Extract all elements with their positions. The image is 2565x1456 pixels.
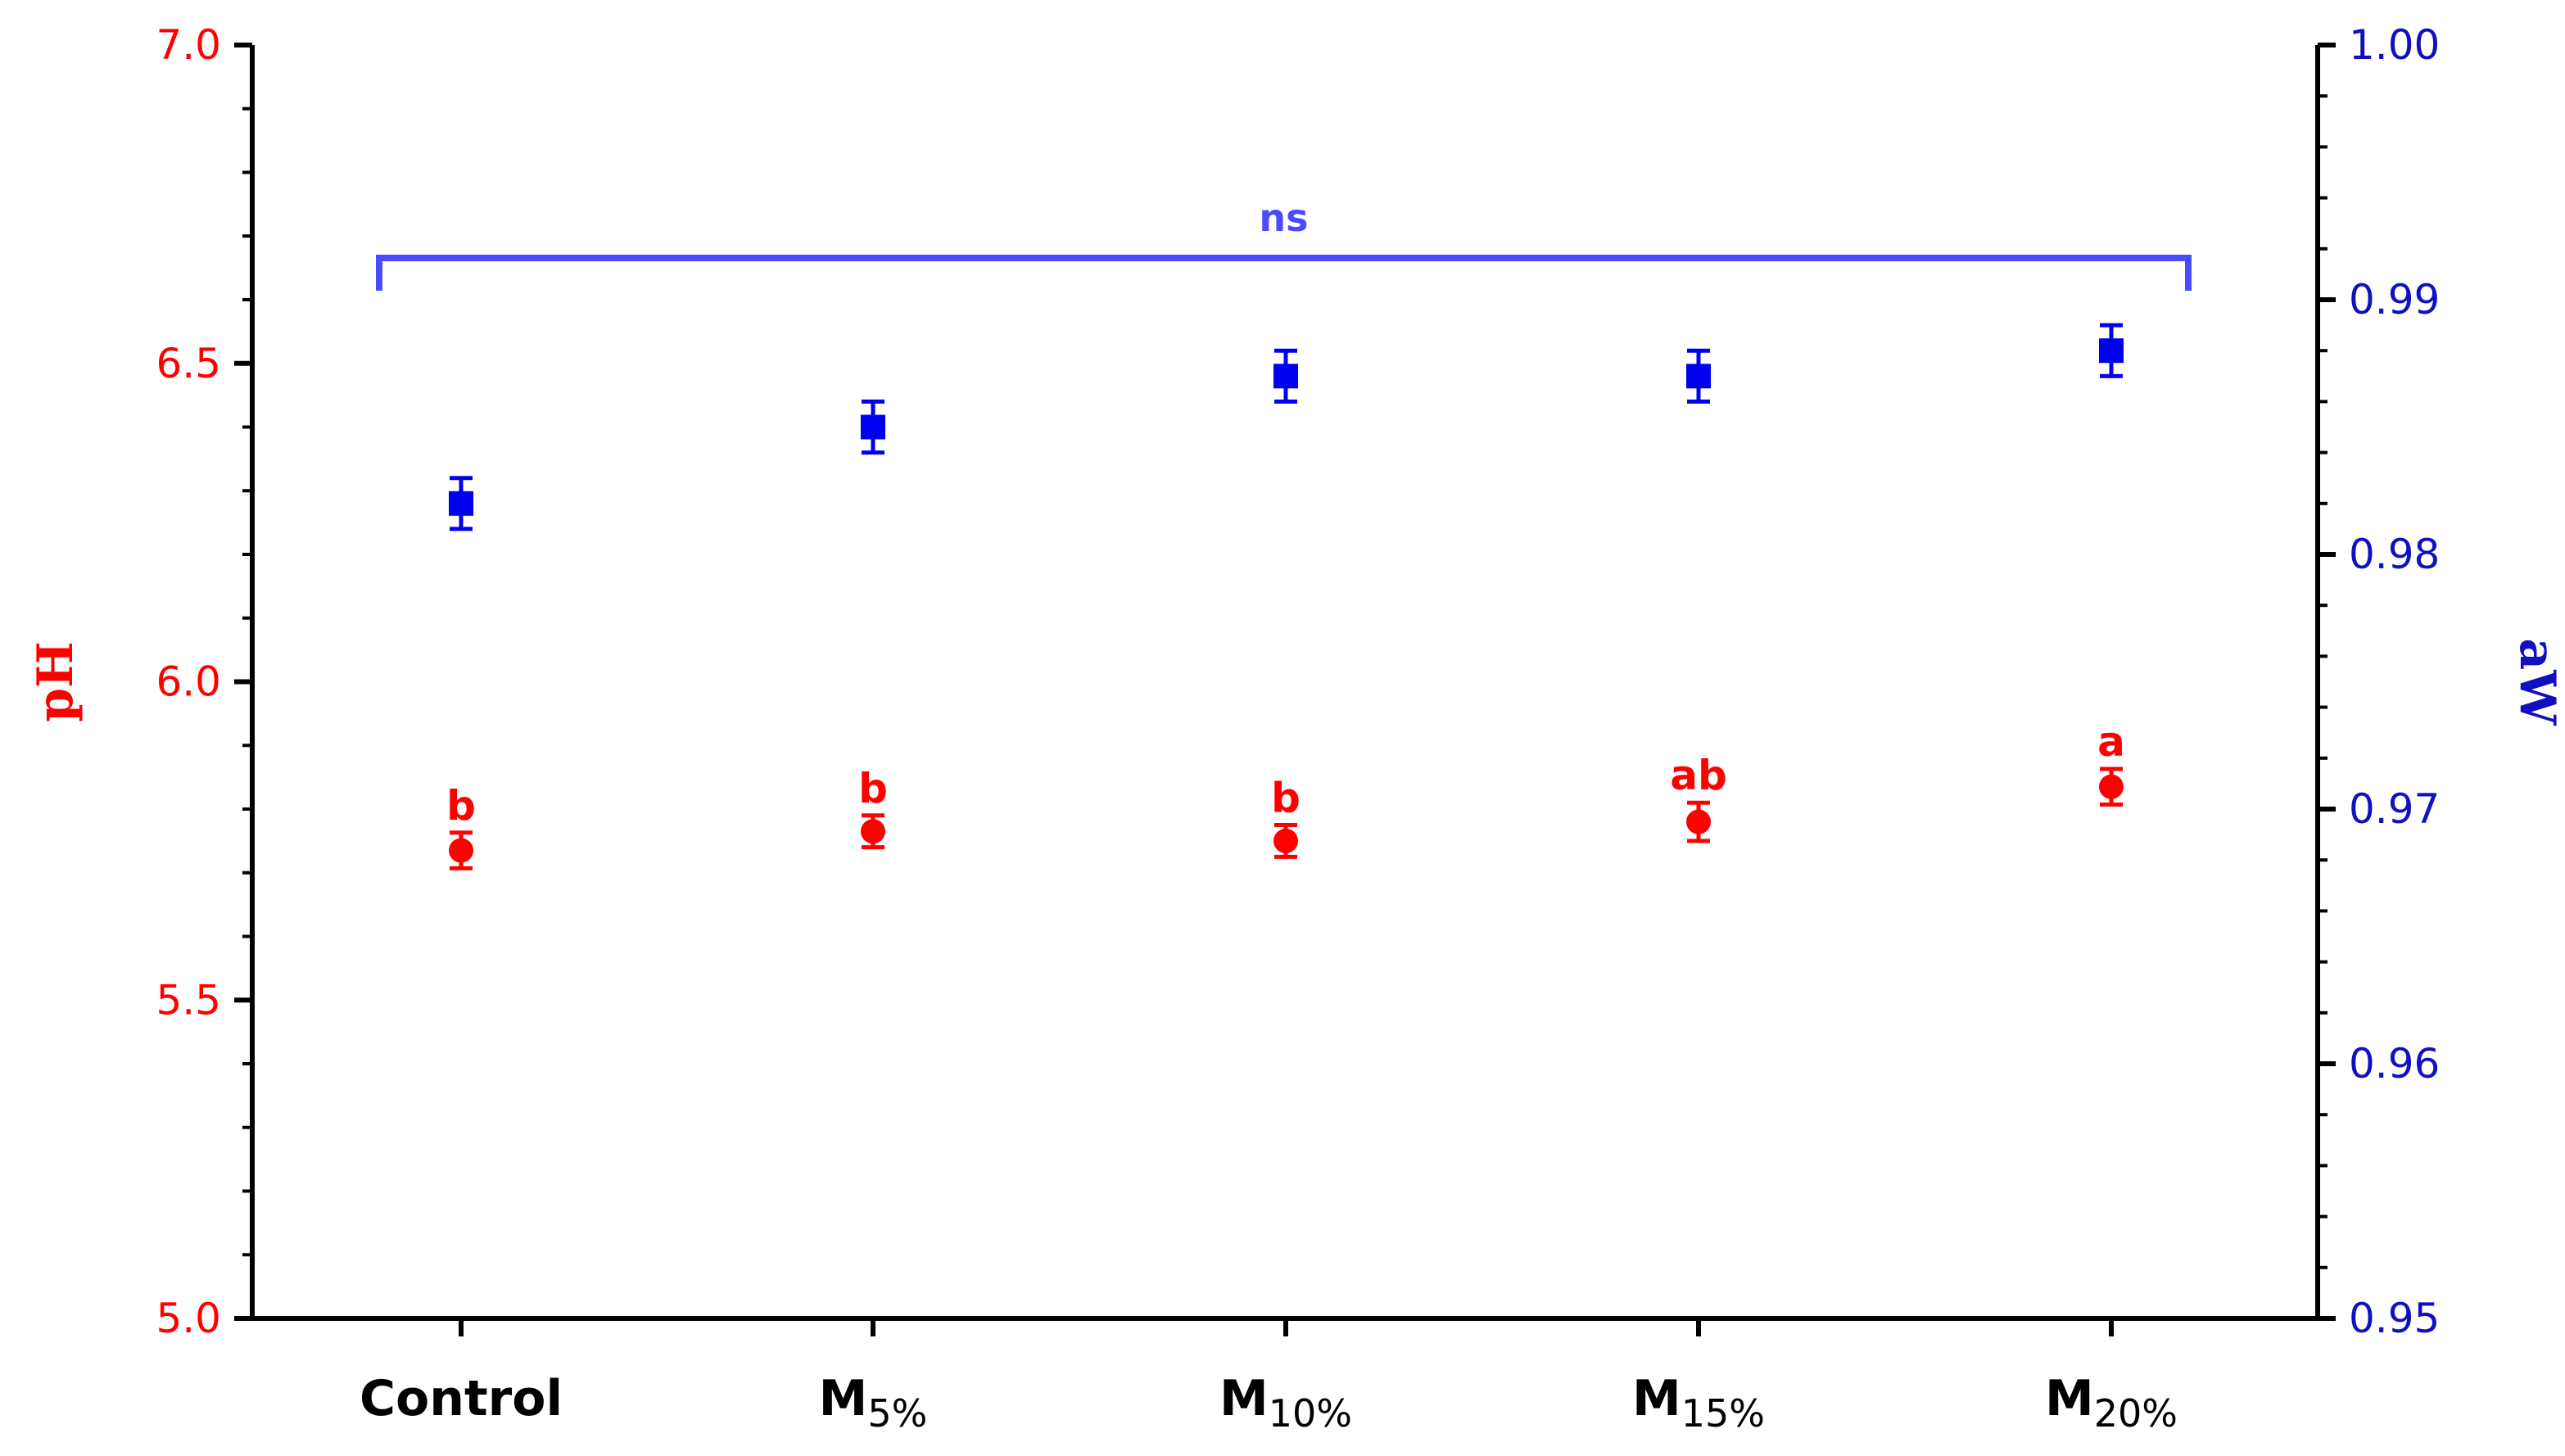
right-tick-label: 1.00 [2349,21,2440,69]
marks-layer [376,255,2192,870]
ph-point [449,838,473,863]
left-tick-label: 6.5 [156,340,221,387]
x-tick-label: M5% [819,1370,928,1436]
ns-bracket [376,255,2192,291]
right-axis-title: aW [2508,638,2565,726]
axes-layer [234,43,2336,1336]
aw-point [861,414,885,440]
ns-label: ns [1259,196,1308,240]
aw-point [449,491,473,516]
x-tick-label: M10% [1219,1370,1352,1436]
left-tick-label: 5.5 [156,976,221,1024]
ph-point [1273,828,1298,853]
ph-point [1686,809,1711,834]
left-tick-label: 7.0 [156,21,221,69]
right-tick-label: 0.98 [2349,531,2440,578]
aw-point [2099,338,2124,364]
aw-point [1686,364,1711,389]
right-tick-label: 0.96 [2349,1040,2440,1087]
significance-label: ab [1670,752,1727,799]
significance-label: b [446,782,476,830]
text-layer: 5.0 5.5 6.0 6.5 7.0 0.95 0.96 0.97 0.98 0.99 1.00 C… [27,21,2565,1436]
right-tick-label: 0.97 [2349,785,2440,833]
aw-point [1273,364,1298,389]
ph-point [2099,774,2124,799]
significance-label: b [1271,774,1301,821]
significance-label: a [2097,718,2125,766]
left-tick-label: 5.0 [156,1295,221,1342]
left-axis-title: pH [27,641,84,722]
significance-label: b [858,765,888,812]
x-tick-label: M15% [1632,1370,1765,1436]
x-tick-label: Control [360,1370,563,1427]
left-tick-label: 6.0 [156,658,221,706]
ph-point [861,819,885,844]
right-tick-label: 0.99 [2349,276,2440,323]
x-tick-label: M20% [2045,1370,2178,1436]
right-tick-label: 0.95 [2349,1295,2440,1342]
